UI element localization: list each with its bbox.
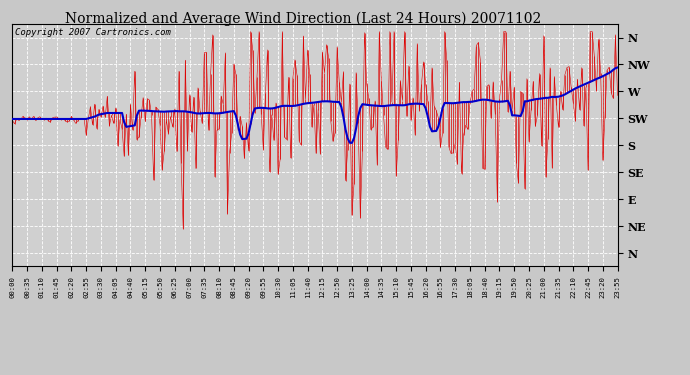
- Text: Normalized and Average Wind Direction (Last 24 Hours) 20071102: Normalized and Average Wind Direction (L…: [66, 11, 542, 26]
- Text: Copyright 2007 Cartronics.com: Copyright 2007 Cartronics.com: [15, 28, 171, 37]
